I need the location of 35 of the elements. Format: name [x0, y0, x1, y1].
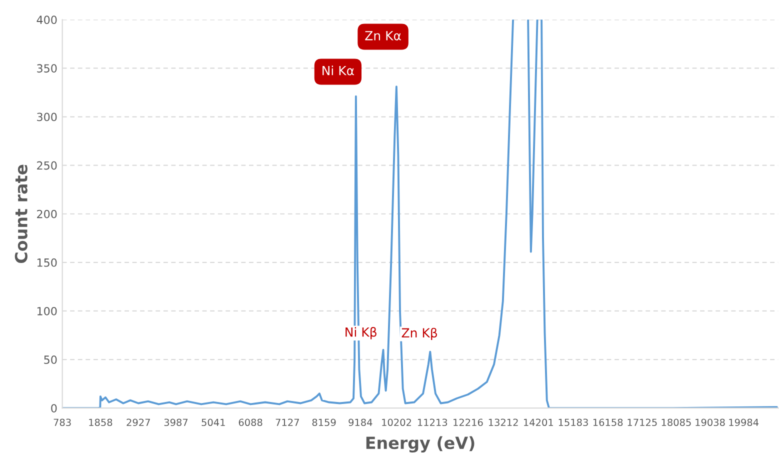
x-axis-title: Energy (eV)	[366, 436, 474, 452]
x-tick-label: 15183	[558, 418, 588, 426]
x-tick-label: 13212	[488, 418, 518, 426]
x-tick-label: 7127	[276, 418, 299, 426]
y-tick-label: 100	[37, 306, 57, 316]
y-tick-label: 350	[37, 64, 57, 73]
annotation: Zn Kβ	[402, 328, 437, 340]
x-tick-label: 12216	[454, 418, 483, 426]
y-tick-label: 200	[37, 210, 57, 218]
x-tick-label: 783	[54, 418, 71, 426]
y-tick-label: 150	[37, 258, 57, 267]
y-tick-label: 300	[37, 112, 57, 122]
annotation: Ni Kα	[322, 66, 354, 76]
x-tick-label: 19984	[729, 418, 759, 426]
y-tick-label: 50	[44, 356, 57, 364]
x-tick-label: 14201	[524, 418, 553, 426]
y-axis-title: Count rate	[14, 164, 28, 264]
x-tick-label: 10202	[382, 418, 412, 426]
x-tick-label: 18085	[662, 418, 691, 426]
x-tick-label: 17125	[628, 418, 657, 426]
x-tick-label: 5041	[202, 418, 225, 426]
x-tick-label: 19038	[696, 418, 725, 426]
y-tick-label: 0	[51, 404, 57, 412]
annotation: Zn Kα	[365, 31, 401, 40]
x-tick-label: 16158	[593, 418, 623, 426]
x-tick-label: 3987	[164, 418, 188, 426]
x-tick-label: 6088	[238, 418, 262, 426]
x-tick-label: 9184	[348, 418, 372, 426]
x-tick-label: 1858	[89, 418, 112, 426]
x-tick-label: 8159	[312, 418, 336, 426]
x-tick-label: 2927	[126, 418, 150, 426]
annotation: Ni Kβ	[346, 327, 376, 340]
y-tick-label: 250	[37, 161, 57, 170]
x-tick-label: 11213	[418, 418, 448, 426]
y-tick-label: 400	[36, 16, 57, 24]
